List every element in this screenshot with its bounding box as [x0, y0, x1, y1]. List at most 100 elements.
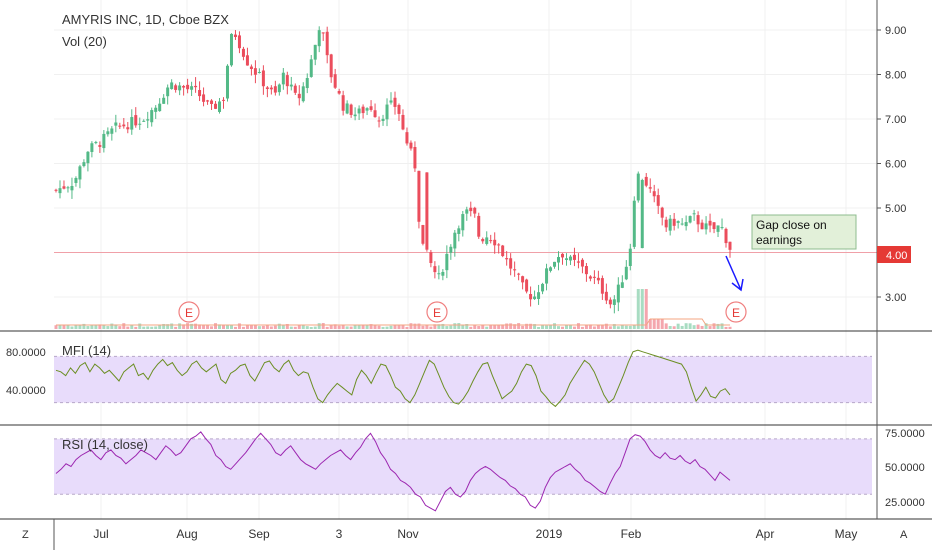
volume-bar	[517, 323, 521, 329]
price-pane[interactable]	[54, 26, 877, 329]
volume-bar	[485, 326, 489, 329]
candle-body	[297, 93, 301, 99]
candle-body	[182, 85, 186, 88]
volume-bar	[708, 326, 712, 329]
volume-bar	[309, 326, 313, 329]
candle-body	[186, 84, 190, 90]
candle-body	[557, 257, 561, 263]
volume-bar	[349, 326, 353, 329]
candle-body	[560, 253, 564, 258]
candle-body	[636, 173, 640, 201]
earnings-marker-2[interactable]: E	[426, 301, 448, 323]
candle-body	[664, 219, 668, 228]
candle-body	[401, 114, 405, 130]
bottom-left-corner-icon[interactable]: Z	[22, 529, 29, 541]
volume-bar	[82, 323, 86, 329]
candle-body	[305, 78, 309, 89]
volume-bar	[497, 324, 501, 329]
volume-bar	[421, 325, 425, 329]
bottom-right-corner-icon[interactable]: A	[900, 529, 908, 541]
candle-body	[688, 216, 692, 223]
volume-bar	[345, 326, 349, 329]
volume-bar	[680, 325, 684, 329]
volume-bar	[253, 325, 257, 329]
volume-bar	[712, 323, 716, 329]
volume-bar	[632, 324, 636, 329]
candle-body	[206, 100, 210, 102]
candle-body	[122, 124, 126, 127]
candle-body	[429, 252, 433, 264]
candle-body	[210, 100, 214, 104]
candle-body	[337, 90, 341, 94]
volume-bar	[222, 324, 226, 329]
candle-body	[162, 97, 166, 104]
candle-body	[118, 125, 122, 127]
volume-bar	[728, 326, 732, 329]
candle-body	[632, 200, 636, 247]
volume-bar	[521, 325, 525, 329]
earnings-marker-3[interactable]: E	[725, 301, 747, 323]
candle-body	[521, 276, 525, 283]
candle-body	[66, 187, 70, 189]
volume-bar	[154, 326, 158, 329]
candle-body	[369, 106, 373, 110]
candle-body	[170, 82, 174, 90]
candle-body	[78, 166, 82, 180]
volume-bar	[692, 325, 696, 329]
mfi-pane[interactable]	[54, 349, 872, 408]
candle-body	[517, 273, 521, 275]
earnings-marker-1[interactable]: E	[178, 301, 200, 323]
candle-body	[712, 222, 716, 230]
volume-bar	[174, 326, 178, 329]
candle-body	[485, 237, 489, 244]
volume-bar	[533, 324, 537, 329]
volume-bar	[206, 325, 210, 329]
candle-body	[54, 189, 58, 191]
time-axis[interactable]: Jul Aug Sep 3 Nov 2019 Feb Apr May	[93, 527, 857, 541]
candle-body	[202, 94, 206, 102]
volume-bar	[509, 323, 513, 329]
candle-body	[150, 110, 154, 123]
candle-body	[716, 225, 720, 232]
candle-body	[70, 186, 74, 191]
candle-body	[692, 213, 696, 215]
volume-bar	[261, 325, 265, 329]
mfi-tick-80: 80.0000	[6, 347, 46, 359]
candle-body	[509, 258, 513, 269]
volume-bar	[648, 319, 652, 329]
volume-bar	[317, 323, 321, 329]
volume-bar	[465, 323, 469, 329]
volume-bar	[54, 325, 58, 329]
volume-bar	[417, 323, 421, 329]
rsi-pane[interactable]	[54, 431, 872, 512]
candle-body	[596, 277, 600, 281]
volume-bar	[656, 319, 660, 329]
volume-bar	[353, 324, 357, 329]
volume-bar	[588, 324, 592, 329]
candle-body	[317, 30, 321, 47]
candle-body	[592, 276, 596, 278]
volume-bar	[608, 326, 612, 329]
volume-bar	[592, 326, 596, 329]
volume-bar	[557, 326, 561, 329]
candle-body	[389, 100, 393, 103]
candle-body	[501, 245, 505, 257]
candle-body	[684, 222, 688, 227]
candle-body	[525, 279, 529, 292]
earnings-marker-2-label: E	[433, 306, 441, 320]
volume-bar	[469, 326, 473, 329]
price-badge: 4.00	[877, 246, 911, 263]
time-tick-7: Apr	[756, 527, 775, 541]
candle-body	[281, 72, 285, 85]
volume-bar	[333, 324, 337, 329]
mfi-tick-40: 40.0000	[6, 385, 46, 397]
volume-bar	[126, 326, 130, 329]
candle-body	[708, 220, 712, 226]
volume-bar	[696, 324, 700, 329]
candle-body	[497, 244, 501, 246]
volume-bar	[90, 325, 94, 329]
candle-body	[413, 147, 417, 169]
candle-body	[269, 87, 273, 90]
annotation-box[interactable]: Gap close on earnings	[751, 214, 857, 250]
